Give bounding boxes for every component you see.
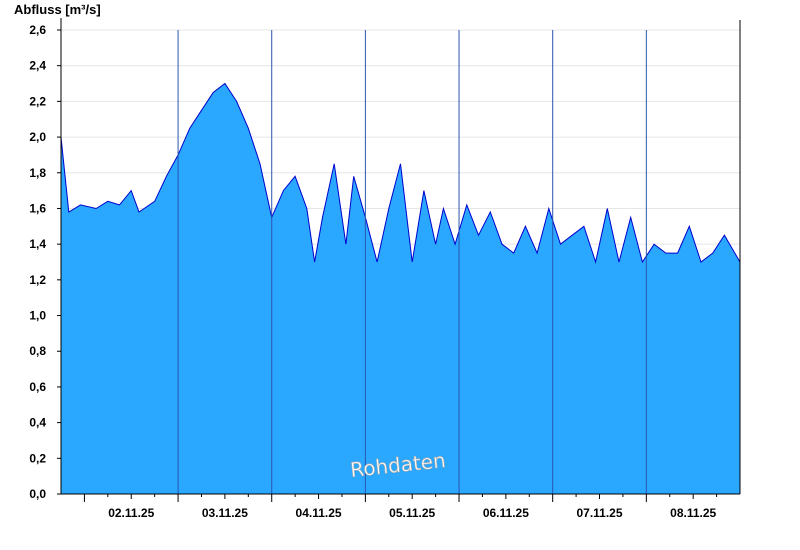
discharge-area	[61, 83, 740, 494]
y-tick-label: 0,4	[29, 416, 46, 430]
y-tick-label: 0,0	[29, 487, 46, 501]
y-tick-label: 1,8	[29, 166, 46, 180]
axes	[60, 18, 741, 495]
y-tick-label: 2,0	[29, 130, 46, 144]
x-tick-label: 07.11.25	[576, 506, 622, 520]
x-tick-label: 02.11.25	[108, 506, 154, 520]
x-tick-label: 03.11.25	[202, 506, 248, 520]
y-tick-label: 0,2	[29, 451, 46, 465]
y-tick-label: 1,4	[29, 237, 46, 251]
y-tick-label: 0,8	[29, 344, 46, 358]
y-axis-ticks: 0,0 0,2 0,4 0,6 0,8 1,0 1,2 1,4 1,6 1,8 2,0 2,2 2,4 2…	[29, 23, 61, 501]
x-tick-label: 05.11.25	[389, 506, 435, 520]
x-tick-label: 08.11.25	[670, 506, 716, 520]
y-tick-label: 2,6	[29, 23, 46, 37]
y-tick-label: 2,4	[29, 59, 46, 73]
y-tick-label: 1,2	[29, 273, 46, 287]
y-tick-label: 2,2	[29, 94, 46, 108]
y-axis-label: Abfluss [m³/s]	[14, 2, 101, 17]
y-tick-label: 1,6	[29, 201, 46, 215]
x-tick-label: 04.11.25	[296, 506, 342, 520]
plot-area	[60, 82, 741, 494]
y-tick-label: 1,0	[29, 309, 46, 323]
y-tick-label: 0,6	[29, 380, 46, 394]
day-separator-lines	[177, 30, 647, 494]
x-axis-ticks: 02.11.25 03.11.25 04.11.25 05.11.25 06.11.25…	[83, 494, 718, 520]
x-tick-label: 06.11.25	[483, 506, 529, 520]
discharge-line	[60, 82, 741, 264]
